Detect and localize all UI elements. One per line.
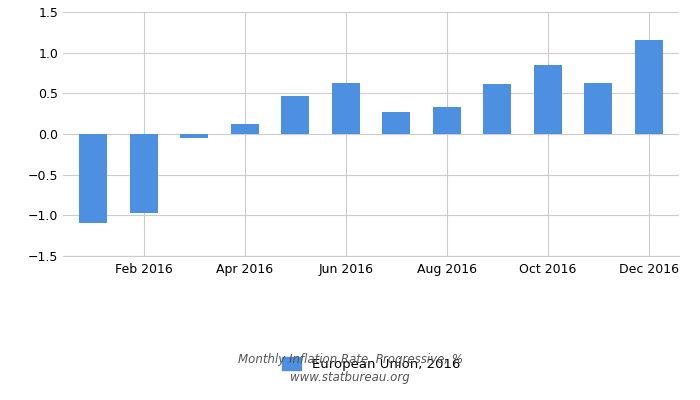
Bar bbox=[130, 134, 158, 213]
Bar bbox=[231, 124, 259, 134]
Bar bbox=[181, 134, 208, 138]
Text: Monthly Inflation Rate, Progressive, %: Monthly Inflation Rate, Progressive, % bbox=[237, 354, 463, 366]
Legend: European Union, 2016: European Union, 2016 bbox=[276, 352, 466, 376]
Text: www.statbureau.org: www.statbureau.org bbox=[290, 372, 410, 384]
Bar bbox=[281, 96, 309, 134]
Bar bbox=[433, 107, 461, 134]
Bar bbox=[584, 83, 612, 134]
Bar bbox=[332, 83, 360, 134]
Bar bbox=[382, 112, 410, 134]
Bar bbox=[534, 65, 561, 134]
Bar bbox=[483, 84, 511, 134]
Bar bbox=[635, 40, 663, 134]
Bar bbox=[79, 134, 107, 224]
